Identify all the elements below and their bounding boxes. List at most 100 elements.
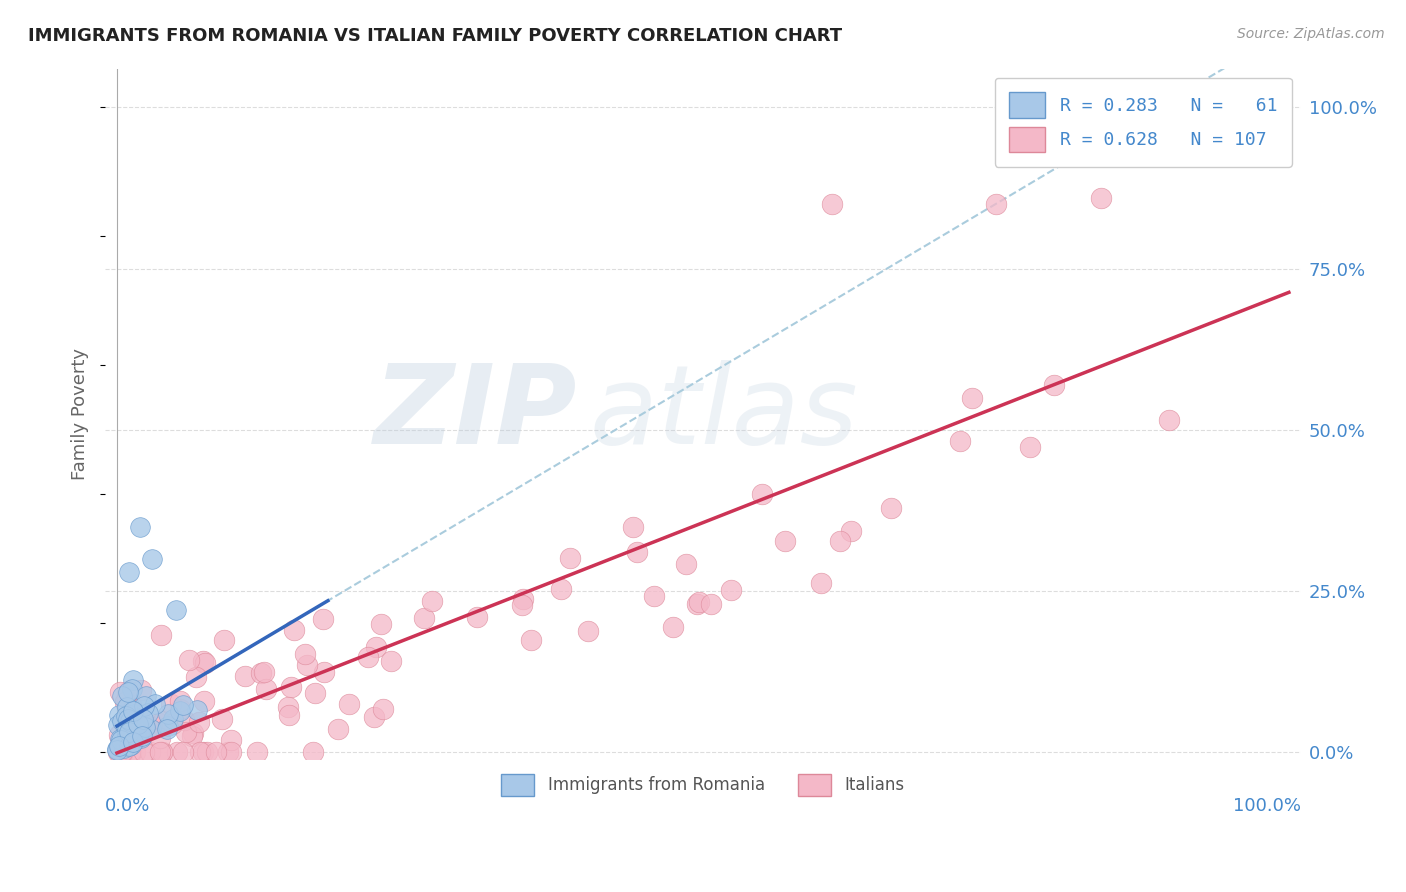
Point: [180, 729, 202, 743]
Point: [174, 725, 197, 739]
Point: [250, 666, 273, 681]
Point: [373, 702, 395, 716]
Point: [560, 550, 582, 565]
Point: [115, 723, 138, 737]
Point: [370, 617, 392, 632]
Point: [233, 669, 256, 683]
Point: [173, 713, 195, 727]
Point: [661, 620, 683, 634]
Point: [118, 731, 141, 746]
Point: [121, 703, 143, 717]
Point: [145, 720, 167, 734]
Point: [120, 732, 142, 747]
Point: [949, 434, 972, 448]
Point: [357, 649, 380, 664]
Point: [326, 723, 349, 737]
Point: [132, 699, 155, 714]
Point: [821, 197, 844, 211]
Point: [108, 728, 131, 742]
Point: [120, 707, 142, 722]
Point: [148, 716, 170, 731]
Text: 100.0%: 100.0%: [1233, 797, 1301, 814]
Point: [810, 576, 832, 591]
Point: [122, 706, 145, 721]
Point: [112, 714, 135, 729]
Point: [127, 717, 149, 731]
Point: [1090, 190, 1112, 204]
Point: [111, 735, 134, 749]
Point: [118, 745, 141, 759]
Point: [193, 654, 215, 668]
Point: [121, 704, 143, 718]
Point: [221, 733, 243, 747]
Point: [112, 730, 135, 744]
Point: [214, 632, 236, 647]
Point: [122, 673, 145, 687]
Point: [304, 686, 326, 700]
Point: [962, 391, 984, 405]
Point: [188, 714, 211, 729]
Point: [1043, 377, 1066, 392]
Point: [117, 685, 139, 699]
Point: [132, 712, 155, 726]
Point: [193, 745, 215, 759]
Point: [217, 745, 239, 759]
Point: [156, 722, 179, 736]
Point: [150, 628, 173, 642]
Text: Source: ZipAtlas.com: Source: ZipAtlas.com: [1237, 27, 1385, 41]
Point: [420, 594, 443, 608]
Point: [412, 611, 434, 625]
Point: [121, 709, 143, 723]
Point: [134, 720, 156, 734]
Point: [107, 745, 129, 759]
Point: [111, 745, 134, 759]
Point: [839, 524, 862, 538]
Point: [107, 718, 129, 732]
Point: [111, 745, 134, 759]
Point: [148, 731, 170, 745]
Point: [337, 697, 360, 711]
Point: [169, 694, 191, 708]
Point: [110, 685, 132, 699]
Point: [115, 728, 138, 742]
Point: [775, 534, 797, 549]
Point: [115, 708, 138, 723]
Point: [277, 708, 299, 723]
Point: [114, 695, 136, 709]
Point: [643, 589, 665, 603]
Point: [129, 713, 152, 727]
Point: [686, 597, 709, 611]
Point: [134, 745, 156, 759]
Point: [124, 716, 146, 731]
Point: [125, 726, 148, 740]
Point: [141, 551, 163, 566]
Point: [254, 681, 277, 696]
Point: [699, 597, 721, 611]
Point: [149, 745, 172, 759]
Point: [143, 697, 166, 711]
Point: [576, 624, 599, 638]
Point: [246, 745, 269, 759]
Point: [312, 665, 335, 679]
Point: [211, 712, 233, 726]
Point: [520, 633, 543, 648]
Point: [107, 741, 129, 756]
Point: [626, 545, 648, 559]
Point: [121, 735, 143, 749]
Point: [150, 745, 173, 759]
Point: [219, 745, 242, 759]
Point: [181, 725, 204, 739]
Point: [160, 697, 183, 711]
Point: [194, 656, 217, 670]
Point: [366, 640, 388, 654]
Legend: Immigrants from Romania, Italians: Immigrants from Romania, Italians: [495, 767, 911, 802]
Point: [720, 583, 742, 598]
Point: [150, 745, 173, 759]
Point: [751, 487, 773, 501]
Point: [129, 731, 152, 746]
Point: [108, 731, 131, 746]
Point: [172, 745, 194, 759]
Point: [301, 745, 323, 759]
Point: [141, 722, 163, 736]
Point: [169, 704, 191, 718]
